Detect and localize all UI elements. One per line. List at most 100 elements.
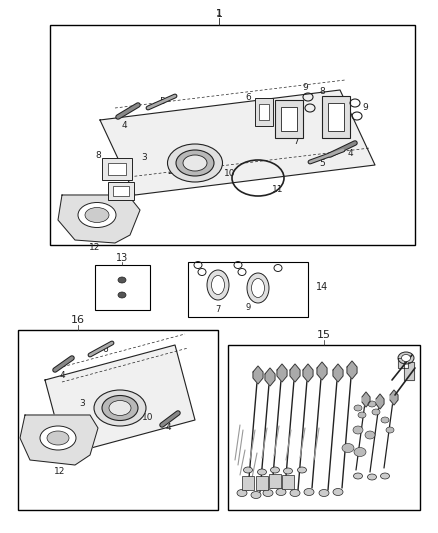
Polygon shape xyxy=(347,361,357,379)
Bar xyxy=(255,98,273,126)
Polygon shape xyxy=(303,364,313,382)
Polygon shape xyxy=(290,364,300,382)
Ellipse shape xyxy=(263,489,273,497)
Ellipse shape xyxy=(367,474,377,480)
Ellipse shape xyxy=(381,417,389,423)
Bar xyxy=(18,330,218,510)
Ellipse shape xyxy=(342,443,354,453)
Text: 4: 4 xyxy=(165,423,171,432)
Text: 6: 6 xyxy=(245,93,251,101)
Bar xyxy=(242,476,254,490)
Polygon shape xyxy=(333,364,343,382)
Bar xyxy=(108,163,126,175)
Polygon shape xyxy=(58,195,140,243)
Bar xyxy=(275,100,303,138)
Ellipse shape xyxy=(40,426,76,450)
Text: 9: 9 xyxy=(302,84,308,93)
Text: 2: 2 xyxy=(167,167,173,176)
Polygon shape xyxy=(100,90,375,195)
Ellipse shape xyxy=(398,352,414,364)
Text: 3: 3 xyxy=(79,400,85,408)
Ellipse shape xyxy=(353,426,363,434)
Ellipse shape xyxy=(244,467,252,473)
Ellipse shape xyxy=(183,155,207,171)
Text: 14: 14 xyxy=(316,282,328,292)
Ellipse shape xyxy=(290,489,300,497)
Ellipse shape xyxy=(251,491,261,498)
Ellipse shape xyxy=(207,270,229,300)
Ellipse shape xyxy=(102,395,138,421)
Ellipse shape xyxy=(78,203,116,228)
Text: 4: 4 xyxy=(121,122,127,131)
Ellipse shape xyxy=(176,150,214,176)
Ellipse shape xyxy=(118,277,126,283)
Bar xyxy=(228,345,420,510)
Text: 3: 3 xyxy=(141,154,147,163)
Ellipse shape xyxy=(258,469,266,475)
Polygon shape xyxy=(390,390,398,405)
Text: 6: 6 xyxy=(102,345,108,354)
Text: 4: 4 xyxy=(59,370,65,379)
Bar xyxy=(113,186,129,196)
Ellipse shape xyxy=(353,473,363,479)
Bar xyxy=(256,476,268,490)
Ellipse shape xyxy=(212,276,225,295)
Ellipse shape xyxy=(271,467,279,473)
Text: 8: 8 xyxy=(319,86,325,95)
Ellipse shape xyxy=(247,273,269,303)
Ellipse shape xyxy=(358,412,366,418)
Ellipse shape xyxy=(94,390,146,426)
Text: 12: 12 xyxy=(54,467,66,477)
Text: 15: 15 xyxy=(317,330,331,340)
Ellipse shape xyxy=(109,400,131,416)
Ellipse shape xyxy=(118,292,126,298)
Ellipse shape xyxy=(237,489,247,497)
Text: 5: 5 xyxy=(319,158,325,167)
Polygon shape xyxy=(20,415,98,465)
Bar xyxy=(188,262,308,317)
Text: 11: 11 xyxy=(272,185,284,195)
Text: 7: 7 xyxy=(293,138,299,147)
Ellipse shape xyxy=(372,409,380,415)
Bar xyxy=(281,107,297,131)
Bar xyxy=(259,104,269,120)
Bar xyxy=(322,96,350,138)
Text: 2: 2 xyxy=(102,414,108,423)
Ellipse shape xyxy=(276,489,286,496)
Ellipse shape xyxy=(381,473,389,479)
Ellipse shape xyxy=(386,427,394,433)
Bar xyxy=(50,25,415,245)
Text: 8: 8 xyxy=(95,150,101,159)
Text: 10: 10 xyxy=(224,168,236,177)
Ellipse shape xyxy=(319,489,329,497)
Ellipse shape xyxy=(251,279,265,297)
Ellipse shape xyxy=(304,489,314,496)
Text: 12: 12 xyxy=(89,244,101,253)
Text: 16: 16 xyxy=(71,315,85,325)
Bar xyxy=(108,182,134,200)
Text: 13: 13 xyxy=(116,253,128,263)
Text: 10: 10 xyxy=(142,414,154,423)
Text: 4: 4 xyxy=(347,149,353,158)
Ellipse shape xyxy=(365,431,375,439)
Bar xyxy=(95,265,150,310)
Polygon shape xyxy=(277,364,287,382)
Text: 1: 1 xyxy=(216,10,222,19)
Polygon shape xyxy=(376,394,384,409)
Ellipse shape xyxy=(368,401,376,407)
Ellipse shape xyxy=(297,467,307,473)
Ellipse shape xyxy=(167,144,223,182)
Polygon shape xyxy=(317,362,327,380)
Ellipse shape xyxy=(354,405,362,411)
Ellipse shape xyxy=(354,448,366,456)
Text: 9: 9 xyxy=(362,102,368,111)
Text: 9: 9 xyxy=(245,303,251,312)
Polygon shape xyxy=(398,358,414,380)
Bar xyxy=(102,158,132,180)
Polygon shape xyxy=(253,366,263,384)
Text: 1: 1 xyxy=(215,9,223,19)
Polygon shape xyxy=(362,392,370,407)
Bar xyxy=(328,103,344,131)
Text: 7: 7 xyxy=(215,305,221,314)
Ellipse shape xyxy=(333,489,343,496)
